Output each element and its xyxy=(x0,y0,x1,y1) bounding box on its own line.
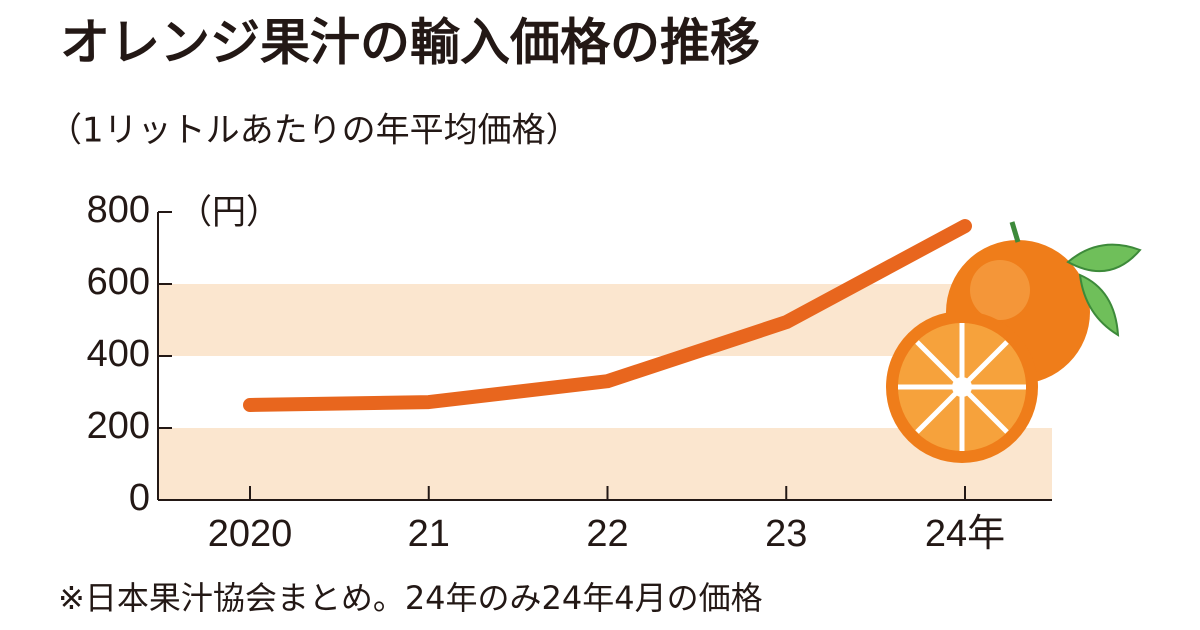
y-unit: （円） xyxy=(178,193,280,233)
chart-title: オレンジ果汁の輸入価格の推移 xyxy=(60,14,760,72)
x-tick-label: 2020 xyxy=(208,513,293,555)
x-tick-label: 21 xyxy=(408,513,450,555)
y-tick-label: 400 xyxy=(87,333,150,375)
y-tick-label: 200 xyxy=(87,405,150,447)
slice-center xyxy=(952,377,972,397)
x-tick-label: 23 xyxy=(765,513,807,555)
leaf xyxy=(1078,273,1120,337)
y-tick-label: 800 xyxy=(87,189,150,231)
stem xyxy=(1009,221,1021,243)
plot-area: 0 200 400 600 800 2020 21 22 23 24年 xyxy=(87,189,1052,555)
band xyxy=(158,428,1052,500)
chart-subtitle: （1リットルあたりの年平均価格） xyxy=(48,111,580,151)
leaf xyxy=(1066,243,1142,273)
footnote: ※日本果汁協会まとめ。24年のみ24年4月の価格 xyxy=(58,579,763,617)
y-tick-label: 600 xyxy=(87,261,150,303)
orange-highlight xyxy=(970,260,1030,320)
line xyxy=(243,219,972,412)
orange-illustration xyxy=(886,221,1142,463)
x-tick-label: 22 xyxy=(586,513,628,555)
x-tick-label: 24年 xyxy=(925,513,1005,555)
y-tick-label: 0 xyxy=(129,477,150,519)
